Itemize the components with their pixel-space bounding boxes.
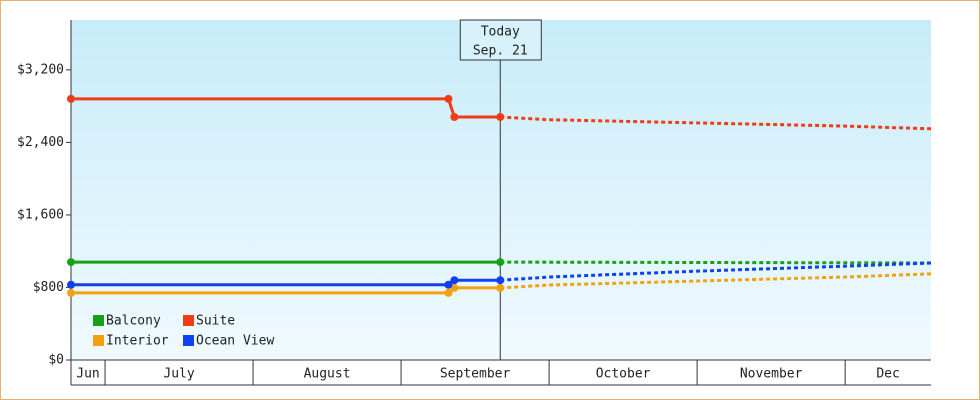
y-tick-label: $2,400 — [17, 135, 64, 150]
layer: $0 $800 $1,600 $2,400 $3,200 Jun July August Sep… — [17, 19, 932, 386]
history-line — [71, 97, 501, 119]
legend-label: Interior — [106, 334, 169, 349]
y-tick-label: $1,600 — [17, 207, 64, 222]
point — [450, 276, 459, 285]
legend-swatch — [183, 335, 194, 346]
x-tick-label: Jun — [76, 367, 99, 382]
legend-label: Balcony — [106, 314, 161, 329]
point — [67, 288, 75, 297]
y-tick-label: $3,200 — [17, 62, 64, 77]
x-tick-label: October — [596, 367, 651, 382]
point — [67, 94, 75, 103]
point — [496, 276, 505, 285]
legend-swatch — [93, 315, 104, 326]
point — [496, 283, 505, 292]
today-box — [459, 19, 542, 61]
point — [67, 280, 75, 289]
point — [450, 113, 459, 122]
x-tick-label: November — [740, 367, 803, 382]
x-tick-label: Dec — [876, 367, 899, 382]
point — [444, 288, 453, 297]
point — [450, 283, 459, 292]
x-tick-label: July — [163, 367, 194, 382]
forecast-line — [500, 261, 932, 282]
point — [496, 258, 505, 267]
plot-area — [71, 20, 931, 360]
y-tick-label: $0 — [48, 353, 64, 368]
legend-swatch — [183, 315, 194, 326]
point — [444, 280, 453, 289]
x-tick-label: September — [440, 367, 511, 382]
point — [496, 113, 505, 122]
point — [444, 94, 453, 103]
legend-label: Ocean View — [196, 334, 274, 349]
today-date: Sep. 21 — [473, 44, 528, 59]
y-tick-label: $800 — [33, 280, 64, 295]
x-tick-label: August — [304, 367, 351, 382]
legend-label: Suite — [196, 314, 235, 329]
legend-swatch — [93, 335, 104, 346]
forecast-line — [500, 272, 932, 290]
point — [67, 258, 75, 267]
today-label: Today — [481, 25, 520, 40]
forecast-line — [500, 115, 932, 131]
forecast-line — [500, 260, 932, 265]
